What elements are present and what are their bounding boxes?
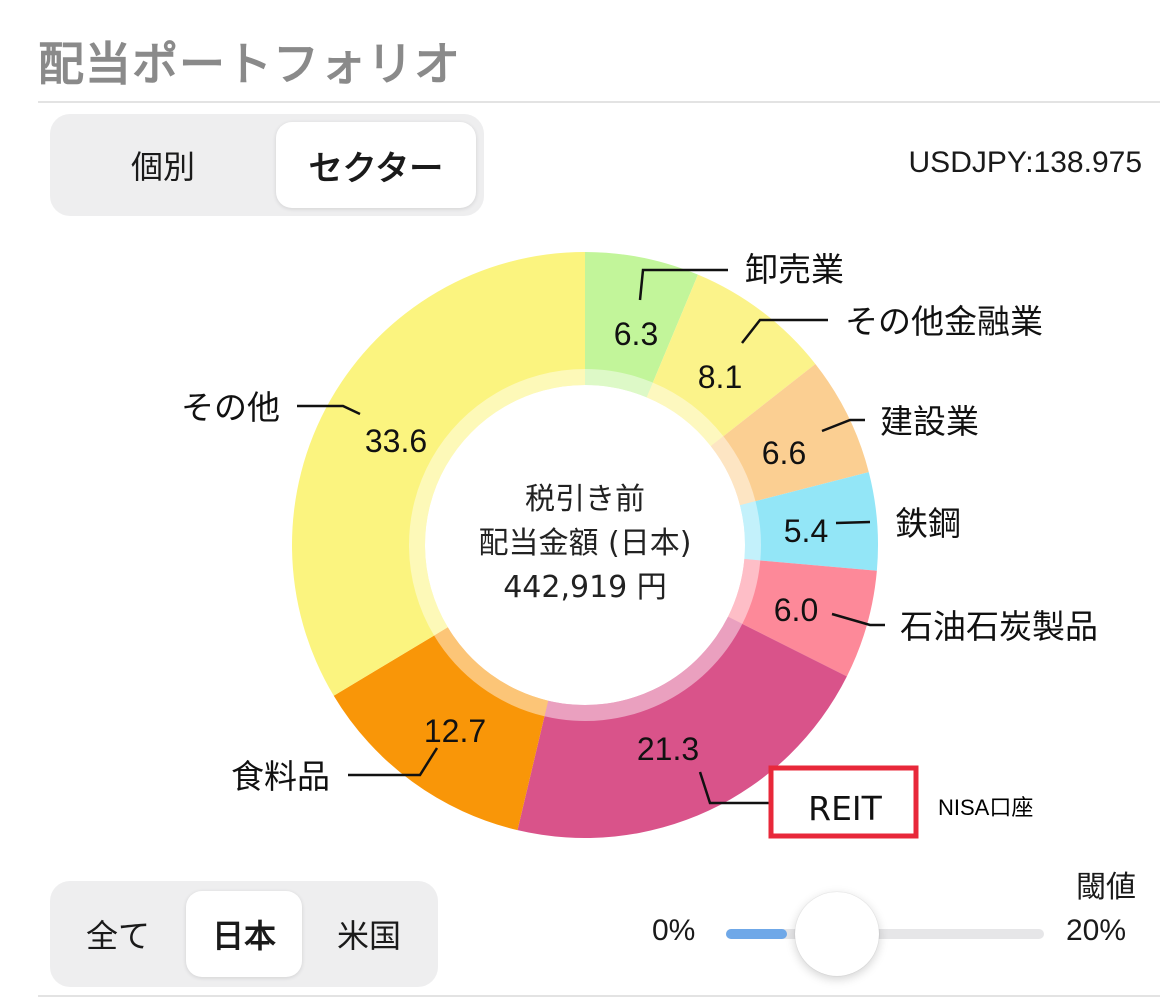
slice-value-label: 6.6 — [762, 435, 806, 471]
donut-slice — [728, 559, 877, 677]
callout-line — [831, 612, 885, 627]
donut-slice-inner-ring — [710, 436, 756, 506]
nisa-annotation: NISA口座 — [938, 795, 1034, 820]
page-title: 配当ポートフォリオ — [38, 37, 461, 91]
donut-slice — [333, 627, 549, 831]
reit-highlight-box — [768, 765, 919, 839]
donut-slice — [710, 363, 869, 506]
threshold-max-label: 20% — [1066, 914, 1127, 947]
threshold-min-label: 0% — [652, 914, 696, 947]
donut-slice-inner-ring — [646, 382, 724, 447]
slice-name-label: 石油石炭製品 — [900, 607, 1098, 646]
donut-center: 税引き前 配当金額 (日本) 442,919 円 — [450, 478, 720, 610]
tab-sector[interactable]: セクター — [276, 122, 476, 208]
tab-all[interactable]: 全て — [85, 917, 150, 955]
threshold-slider-thumb[interactable] — [795, 892, 880, 976]
slice-value-label: 12.7 — [424, 713, 486, 749]
tab-us[interactable]: 米国 — [336, 917, 401, 955]
callout-line — [821, 418, 865, 433]
slice-value-label: 33.6 — [365, 423, 427, 459]
sector-donut-chart: 6.3 卸売業 8.1 その他金融業 6.6 建設業 5.4 鉄鋼 6.0 石油石炭製品 21.3 R… — [181, 250, 1098, 839]
donut-slice-inner-ring — [544, 616, 743, 721]
slice-value-label: 5.4 — [784, 513, 828, 549]
bottom-divider — [38, 995, 1160, 997]
slice-name-label: その他金融業 — [845, 302, 1043, 341]
donut-slice-inner-ring — [739, 501, 761, 561]
tab-japan[interactable]: 日本 — [186, 891, 302, 977]
slice-value-label: 6.0 — [774, 592, 818, 628]
market-segmented-control: 全て 日本 米国 — [50, 881, 438, 987]
tab-individual[interactable]: 個別 — [130, 148, 195, 186]
donut-slice — [739, 472, 878, 571]
donut-slice — [646, 274, 816, 447]
center-amount: 442,919 円 — [503, 570, 667, 605]
threshold-slider-fill — [726, 929, 788, 939]
slice-value-label: 21.3 — [637, 731, 699, 767]
callout-line — [835, 520, 871, 525]
threshold-slider[interactable] — [726, 892, 1044, 976]
exchange-rate: USDJPY:138.975 — [908, 146, 1142, 179]
callout-line — [297, 404, 361, 416]
slice-value-label: 6.3 — [614, 316, 658, 352]
callout-line — [638, 268, 728, 301]
slice-value-label: 8.1 — [698, 359, 742, 395]
donut-slice-inner-ring — [434, 627, 549, 717]
donut-slice-inner-ring — [585, 369, 653, 398]
slice-name-label: 食料品 — [231, 757, 330, 796]
view-segmented-control: 個別 セクター — [50, 114, 484, 216]
donut-slice-inner-ring — [409, 369, 585, 636]
donut-slice — [517, 616, 847, 838]
top-divider — [38, 101, 1160, 103]
threshold-label: 閾値 — [1076, 870, 1136, 905]
slice-name-label: 鉄鋼 — [895, 504, 961, 543]
callout-line — [698, 771, 770, 805]
donut-slice — [292, 252, 585, 696]
slice-name-label: 卸売業 — [745, 250, 844, 289]
center-line-2: 配当金額 (日本) — [478, 526, 692, 561]
donut-slice-inner-ring — [728, 559, 761, 624]
slice-name-label: REIT — [808, 789, 883, 828]
callout-line — [348, 747, 439, 777]
donut-slice — [585, 252, 698, 398]
slice-name-label: 建設業 — [880, 402, 979, 441]
slice-name-label: その他 — [181, 388, 280, 427]
center-line-1: 税引き前 — [525, 482, 645, 517]
callout-line — [741, 318, 828, 344]
